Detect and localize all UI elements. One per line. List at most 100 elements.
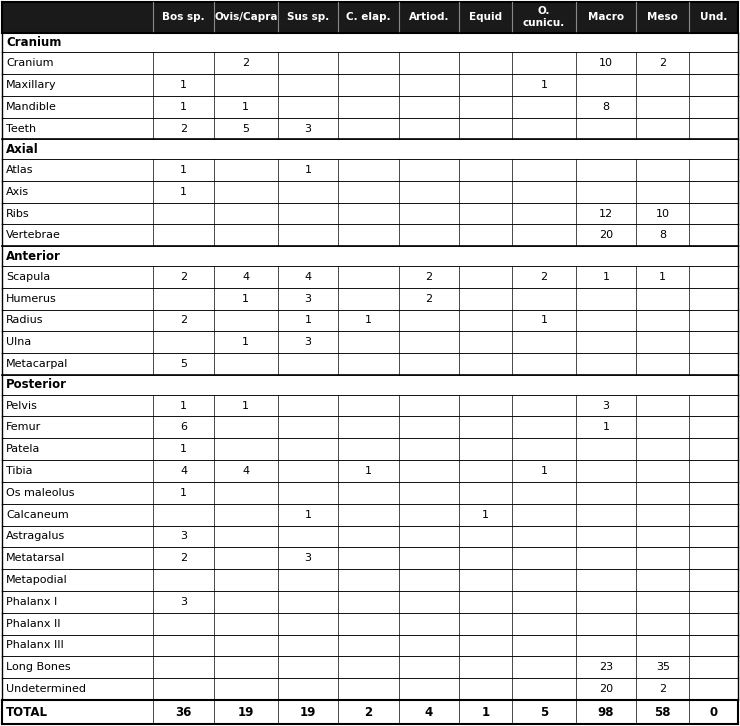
- Text: 1: 1: [659, 272, 666, 282]
- Text: Metapodial: Metapodial: [6, 575, 68, 585]
- Bar: [2, 74, 738, 96]
- Text: Und.: Und.: [700, 12, 727, 23]
- Text: 2: 2: [180, 123, 187, 134]
- Text: 0: 0: [710, 706, 718, 719]
- Text: 1: 1: [180, 488, 187, 498]
- Text: 35: 35: [656, 662, 670, 672]
- Text: 2: 2: [540, 272, 548, 282]
- Text: 19: 19: [300, 706, 316, 719]
- Text: Tibia: Tibia: [6, 466, 33, 476]
- Bar: [2, 656, 738, 678]
- Text: 5: 5: [180, 359, 187, 369]
- Bar: [2, 246, 738, 266]
- Text: Bos sp.: Bos sp.: [162, 12, 205, 23]
- Text: 1: 1: [304, 510, 312, 520]
- Text: Axis: Axis: [6, 187, 29, 197]
- Text: 20: 20: [599, 230, 613, 240]
- Text: Calcaneum: Calcaneum: [6, 510, 69, 520]
- Text: 1: 1: [242, 338, 249, 347]
- Bar: [2, 417, 738, 439]
- Bar: [2, 395, 738, 417]
- Text: 2: 2: [425, 272, 433, 282]
- Text: 1: 1: [540, 466, 548, 476]
- Text: Posterior: Posterior: [6, 378, 67, 391]
- Text: Radius: Radius: [6, 316, 44, 325]
- Bar: [2, 181, 738, 203]
- Text: 2: 2: [180, 316, 187, 325]
- Text: Metatarsal: Metatarsal: [6, 553, 65, 563]
- Text: Maxillary: Maxillary: [6, 80, 57, 90]
- Text: 2: 2: [180, 553, 187, 563]
- Bar: [2, 353, 738, 375]
- Text: 3: 3: [304, 123, 312, 134]
- Text: 1: 1: [602, 423, 610, 433]
- Text: Pelvis: Pelvis: [6, 401, 38, 410]
- Text: Phalanx I: Phalanx I: [6, 597, 57, 607]
- Text: 1: 1: [180, 444, 187, 454]
- Text: 1: 1: [180, 187, 187, 197]
- Text: Equid: Equid: [469, 12, 502, 23]
- Text: Metacarpal: Metacarpal: [6, 359, 68, 369]
- Text: Phalanx III: Phalanx III: [6, 640, 64, 650]
- Text: 4: 4: [242, 466, 249, 476]
- Bar: [2, 139, 738, 159]
- Text: 1: 1: [365, 316, 372, 325]
- Text: Mandible: Mandible: [6, 102, 57, 112]
- Text: Astragalus: Astragalus: [6, 531, 65, 542]
- Bar: [2, 33, 738, 52]
- Bar: [2, 96, 738, 118]
- Text: 6: 6: [180, 423, 187, 433]
- Text: 8: 8: [659, 230, 666, 240]
- Text: 3: 3: [304, 293, 312, 303]
- Bar: [2, 591, 738, 613]
- Text: Meso: Meso: [648, 12, 678, 23]
- Text: Undetermined: Undetermined: [6, 684, 86, 694]
- Text: Teeth: Teeth: [6, 123, 36, 134]
- Text: 3: 3: [304, 338, 312, 347]
- Text: Ribs: Ribs: [6, 208, 30, 219]
- Text: 1: 1: [242, 102, 249, 112]
- Text: Sus sp.: Sus sp.: [287, 12, 329, 23]
- Text: Scapula: Scapula: [6, 272, 50, 282]
- Text: Patela: Patela: [6, 444, 41, 454]
- Bar: [2, 159, 738, 181]
- Text: Phalanx II: Phalanx II: [6, 619, 61, 629]
- Text: 2: 2: [180, 272, 187, 282]
- Text: 58: 58: [654, 706, 671, 719]
- Text: Humerus: Humerus: [6, 293, 57, 303]
- Text: 4: 4: [180, 466, 187, 476]
- Text: 10: 10: [599, 58, 613, 68]
- Bar: [2, 526, 738, 547]
- Bar: [2, 547, 738, 569]
- Text: 19: 19: [238, 706, 254, 719]
- Text: Atlas: Atlas: [6, 165, 33, 175]
- Bar: [2, 331, 738, 353]
- Text: Ovis/Capra: Ovis/Capra: [214, 12, 278, 23]
- Bar: [2, 460, 738, 482]
- Text: 1: 1: [242, 293, 249, 303]
- Text: 3: 3: [304, 553, 312, 563]
- Bar: [2, 700, 738, 724]
- Bar: [2, 203, 738, 224]
- Text: Cranium: Cranium: [6, 36, 61, 49]
- Text: Anterior: Anterior: [6, 250, 61, 263]
- Bar: [2, 224, 738, 246]
- Text: 1: 1: [180, 165, 187, 175]
- Text: 3: 3: [602, 401, 610, 410]
- Text: 3: 3: [180, 531, 187, 542]
- Bar: [2, 118, 738, 139]
- Text: 1: 1: [304, 165, 312, 175]
- Text: 1: 1: [540, 80, 548, 90]
- Text: 1: 1: [602, 272, 610, 282]
- Text: 1: 1: [365, 466, 372, 476]
- Text: 5: 5: [539, 706, 548, 719]
- Bar: [2, 635, 738, 656]
- Bar: [2, 2, 738, 33]
- Bar: [2, 482, 738, 504]
- Text: 4: 4: [242, 272, 249, 282]
- Text: Macro: Macro: [588, 12, 624, 23]
- Text: 1: 1: [304, 316, 312, 325]
- Text: 20: 20: [599, 684, 613, 694]
- Text: Axial: Axial: [6, 143, 38, 156]
- Text: 4: 4: [304, 272, 312, 282]
